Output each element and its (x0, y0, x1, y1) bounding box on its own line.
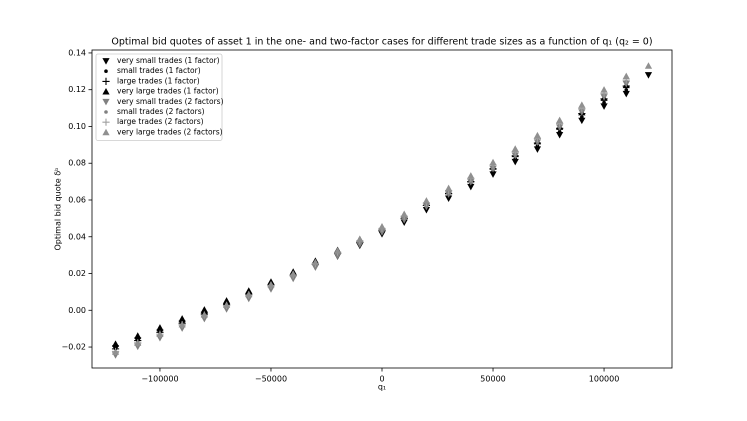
point (644, 72, 653, 79)
point (134, 332, 142, 339)
x-tick-label: 50000 (480, 375, 505, 384)
point (511, 152, 519, 160)
point (445, 184, 453, 192)
legend-marker (104, 69, 108, 73)
point (356, 241, 364, 249)
legend-marker (102, 128, 110, 136)
point (556, 124, 564, 131)
point (111, 348, 120, 355)
point (445, 195, 453, 202)
point (533, 139, 542, 146)
legend-label: very large trades (1 factor) (117, 87, 219, 96)
y-tick-label: 0.14 (68, 48, 86, 57)
point (245, 295, 253, 303)
point (267, 286, 275, 293)
point (467, 179, 475, 186)
point (356, 235, 364, 243)
point (311, 258, 319, 266)
point (533, 146, 542, 153)
legend-label: large trades (2 factors) (117, 117, 204, 126)
point (511, 158, 519, 166)
point (222, 301, 231, 308)
point (578, 101, 586, 108)
legend-label: small trades (2 factors) (117, 107, 205, 116)
point (422, 203, 431, 211)
x-tick-label: 0 (379, 375, 384, 384)
legend-marker (102, 58, 110, 65)
y-tick-label: −0.02 (61, 343, 86, 352)
legend-marker (104, 110, 108, 114)
point (622, 72, 630, 80)
point (333, 252, 342, 260)
point (644, 62, 653, 69)
point (489, 171, 497, 178)
legend-label: large trades (1 factor) (117, 76, 200, 85)
point (245, 290, 253, 298)
point (624, 88, 629, 92)
legend-box (95, 53, 223, 141)
point (422, 207, 431, 214)
point (245, 287, 253, 294)
point (556, 132, 564, 139)
legend-marker (102, 118, 110, 126)
legend-label: small trades (1 factor) (117, 66, 201, 75)
legend-marker (102, 88, 110, 95)
point (600, 103, 608, 110)
point (422, 197, 431, 204)
y-tick-label: 0.08 (68, 159, 86, 168)
chart-title: Optimal bid quotes of asset 1 in the one… (111, 37, 652, 48)
point (622, 90, 630, 98)
point (467, 183, 475, 191)
legend-marker (102, 98, 110, 106)
point (289, 275, 297, 283)
point (134, 339, 142, 346)
point (489, 158, 497, 166)
point (489, 165, 497, 173)
point (178, 320, 186, 328)
x-tick-label: −50000 (255, 375, 287, 384)
point (578, 109, 586, 116)
x-tick-label: 100000 (589, 375, 620, 384)
point (222, 297, 231, 304)
point (511, 145, 519, 152)
legend-label: very large trades (2 factors) (117, 127, 223, 136)
point (333, 247, 342, 254)
point (600, 94, 608, 101)
y-tick-label: 0.04 (68, 232, 86, 241)
point (467, 172, 475, 179)
point (578, 117, 586, 125)
point (156, 324, 164, 331)
y-tick-label: 0.02 (68, 269, 86, 278)
legend-marker (102, 77, 110, 85)
x-axis-label: q₁ (378, 383, 386, 392)
point (378, 229, 386, 236)
point (378, 223, 386, 230)
point (533, 131, 542, 139)
y-tick-label: 0.06 (68, 195, 86, 204)
legend-label: very small trades (2 factors) (117, 97, 224, 106)
point (445, 191, 453, 198)
point (267, 280, 275, 288)
point (311, 264, 319, 271)
point (602, 100, 606, 105)
point (111, 340, 120, 347)
point (200, 306, 208, 313)
point (400, 216, 408, 224)
x-tick-label: −100000 (141, 375, 178, 384)
point (178, 315, 186, 322)
legend-label: very small trades (1 factor) (117, 56, 220, 65)
y-tick-label: 0.12 (68, 85, 86, 94)
point (156, 330, 164, 338)
point (400, 210, 408, 218)
y-tick-label: 0.10 (68, 122, 86, 131)
point (556, 116, 564, 124)
point (200, 311, 208, 318)
point (289, 270, 297, 277)
point (600, 86, 608, 93)
point (222, 306, 231, 313)
y-axis-label: Optimal bid quote δᵇ (54, 167, 63, 250)
point (622, 80, 630, 88)
y-tick-label: 0.00 (68, 306, 86, 315)
